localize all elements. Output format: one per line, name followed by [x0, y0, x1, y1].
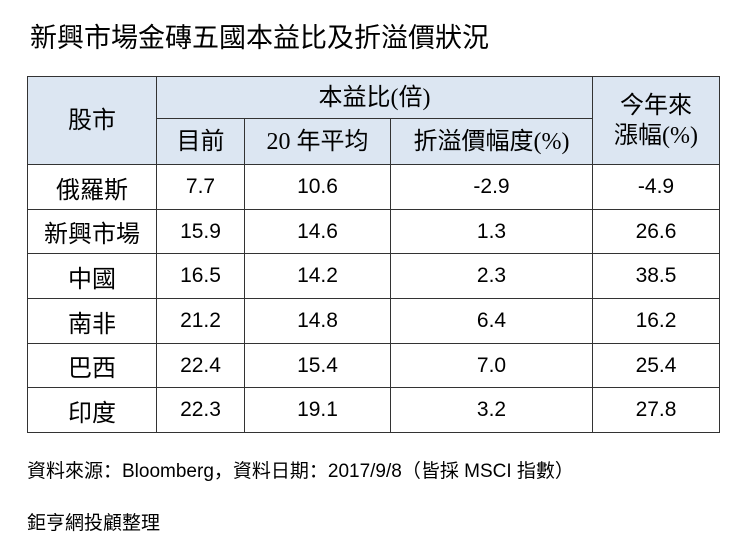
- data-cell: 1.3: [390, 209, 593, 254]
- cell-text: 目前: [176, 128, 225, 155]
- cell-text: 1.3: [476, 219, 507, 243]
- cell-text: 新興市場: [44, 222, 140, 248]
- cell-text: 俄羅斯: [56, 177, 128, 204]
- data-cell: 10.6: [244, 164, 391, 210]
- title: 新興市場金磚五國本益比及折溢價狀況: [30, 23, 489, 53]
- cell-text: 16.2: [635, 309, 677, 332]
- cell-text: 38.5: [635, 264, 677, 287]
- cell-text: 20 年平均: [266, 128, 369, 155]
- header-cell: 今年來漲幅(%): [592, 76, 720, 165]
- data-cell: 3.2: [390, 387, 593, 433]
- cell-text: 16.5: [180, 264, 221, 287]
- data-cell: 7.0: [390, 343, 593, 388]
- cell-text: 3.2: [476, 398, 507, 421]
- cell-text: 27.8: [635, 398, 677, 421]
- row-label: 南非: [27, 298, 157, 344]
- cell-text: 14.8: [297, 309, 338, 332]
- row-label: 俄羅斯: [27, 164, 157, 210]
- source-note: 資料來源：Bloomberg，資料日期：2017/9/8（皆採 MSCI 指數）: [27, 461, 574, 482]
- cell-text: 印度: [68, 400, 116, 427]
- cell-text: 22.4: [180, 353, 221, 377]
- data-cell: 22.4: [156, 343, 245, 388]
- cell-text: 22.3: [180, 398, 221, 421]
- cell-text: 2.3: [476, 264, 507, 287]
- row-label: 新興市場: [27, 209, 157, 254]
- data-cell: 15.4: [244, 343, 391, 388]
- data-cell: 26.6: [592, 209, 720, 254]
- cell-text: 今年來: [620, 92, 692, 119]
- data-cell: 2.3: [390, 253, 593, 299]
- cell-text: 7.0: [476, 353, 507, 377]
- credit-note: 鉅亨網投顧整理: [27, 513, 161, 534]
- data-cell: 16.2: [592, 298, 720, 344]
- header-cell: 本益比(倍): [156, 76, 593, 119]
- cell-text: 南非: [68, 311, 116, 338]
- header-cell: 20 年平均: [244, 118, 391, 165]
- data-cell: 16.5: [156, 253, 245, 299]
- cell-text: 14.2: [297, 264, 338, 287]
- row-label: 巴西: [27, 343, 157, 388]
- cell-text: 10.6: [297, 175, 338, 198]
- cell-text: 中國: [68, 266, 116, 293]
- data-cell: -2.9: [390, 164, 593, 210]
- data-cell: 19.1: [244, 387, 391, 433]
- data-cell: 7.7: [156, 164, 245, 210]
- data-cell: 38.5: [592, 253, 720, 299]
- cell-text: 15.4: [297, 353, 338, 377]
- cell-text: 19.1: [297, 398, 338, 421]
- cell-text: 21.2: [180, 309, 221, 332]
- cell-text: 26.6: [635, 219, 677, 243]
- cell-text: -2.9: [473, 175, 510, 198]
- data-cell: 14.8: [244, 298, 391, 344]
- header-cell: 折溢價幅度(%): [390, 118, 593, 165]
- data-cell: 14.6: [244, 209, 391, 254]
- cell-text: 14.6: [297, 219, 338, 243]
- cell-text: 15.9: [180, 219, 221, 243]
- cell-text: 漲幅(%): [614, 122, 698, 149]
- data-cell: -4.9: [592, 164, 720, 210]
- data-cell: 15.9: [156, 209, 245, 254]
- cell-text: 7.7: [185, 175, 216, 198]
- cell-text: 6.4: [476, 309, 507, 332]
- cell-text: 折溢價幅度(%): [413, 128, 570, 155]
- data-cell: 25.4: [592, 343, 720, 388]
- header-cell: 股市: [27, 76, 157, 165]
- cell-text: -4.9: [637, 175, 675, 198]
- row-label: 印度: [27, 387, 157, 433]
- row-label: 中國: [27, 253, 157, 299]
- cell-text: 股市: [68, 107, 116, 134]
- data-cell: 22.3: [156, 387, 245, 433]
- header-cell: 目前: [156, 118, 245, 165]
- data-cell: 6.4: [390, 298, 593, 344]
- data-cell: 27.8: [592, 387, 720, 433]
- cell-text: 本益比(倍): [318, 84, 431, 111]
- data-cell: 21.2: [156, 298, 245, 344]
- data-cell: 14.2: [244, 253, 391, 299]
- cell-text: 25.4: [635, 353, 677, 377]
- cell-text: 巴西: [68, 356, 116, 382]
